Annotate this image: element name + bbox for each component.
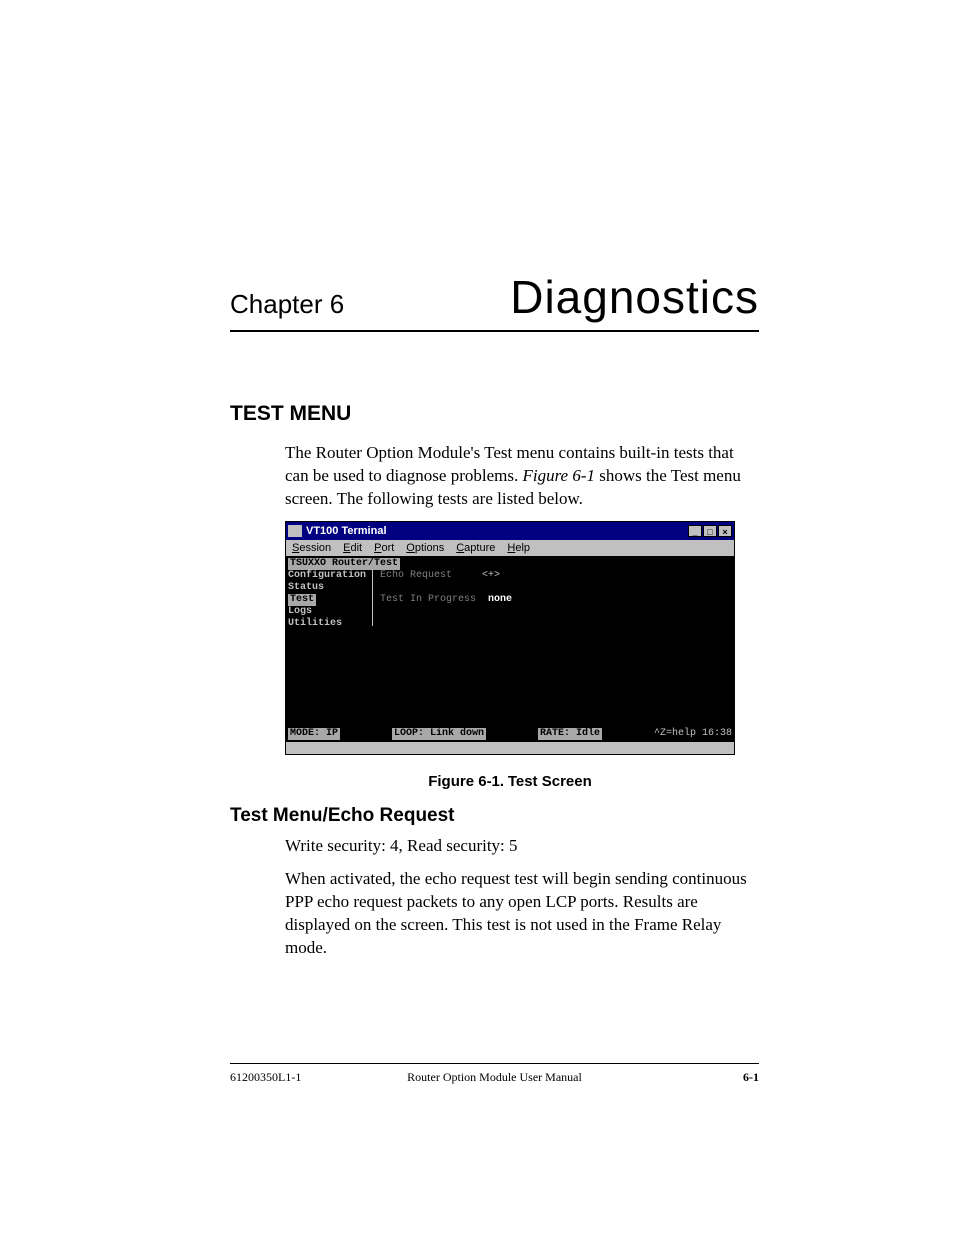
main-value-2: none — [488, 594, 512, 605]
footer-center: Router Option Module User Manual — [230, 1070, 759, 1085]
chapter-header: Chapter 6 Diagnostics — [230, 270, 759, 332]
menu-options[interactable]: Options — [406, 542, 444, 554]
minimize-button[interactable]: _ — [688, 525, 702, 537]
window-title: VT100 Terminal — [306, 525, 387, 537]
chapter-title: Diagnostics — [510, 270, 759, 324]
figure-label: Figure 6-1. — [428, 773, 504, 790]
figure-caption: Figure 6-1. Test Screen — [285, 773, 735, 791]
terminal-main: Echo Request <+> Test In Progress none — [380, 570, 512, 606]
terminal-menubar: Session Edit Port Options Capture Help — [286, 540, 734, 556]
status-mode: MODE: IP — [288, 728, 340, 740]
window-icon — [288, 525, 302, 537]
section1-paragraph: The Router Option Module's Test menu con… — [285, 442, 759, 511]
menu-edit[interactable]: Edit — [343, 542, 362, 554]
terminal-content: TSUXXO Router/Test Configuration Status … — [286, 556, 734, 742]
sidebar-item-configuration[interactable]: Configuration — [288, 570, 374, 582]
status-loop: LOOP: Link down — [392, 728, 486, 740]
chapter-label: Chapter 6 — [230, 289, 344, 320]
menu-capture[interactable]: Capture — [456, 542, 495, 554]
terminal-statusbar: MODE: IP LOOP: Link down RATE: Idle ^Z=h… — [288, 728, 732, 740]
menu-port[interactable]: Port — [374, 542, 394, 554]
menu-session[interactable]: Session — [292, 542, 331, 554]
sidebar-item-test[interactable]: Test — [288, 594, 316, 606]
page: Chapter 6 Diagnostics TEST MENU The Rout… — [0, 0, 954, 1235]
figure-title: Test Screen — [508, 773, 592, 790]
terminal-window: VT100 Terminal _ □ × Session Edit Port O… — [285, 521, 735, 755]
terminal-screenshot: VT100 Terminal _ □ × Session Edit Port O… — [285, 521, 735, 755]
page-footer: 61200350L1-1 Router Option Module User M… — [230, 1063, 759, 1085]
sidebar-item-logs[interactable]: Logs — [288, 606, 374, 618]
window-buttons: _ □ × — [688, 525, 732, 537]
terminal-titlebar: VT100 Terminal _ □ × — [286, 522, 734, 540]
main-label-2: Test In Progress — [380, 594, 476, 605]
security-line: Write security: 4, Read security: 5 — [285, 835, 759, 858]
sidebar-item-status[interactable]: Status — [288, 582, 374, 594]
main-value-0: <+> — [482, 570, 500, 581]
maximize-button[interactable]: □ — [703, 525, 717, 537]
menu-help[interactable]: Help — [507, 542, 530, 554]
sidebar-item-utilities[interactable]: Utilities — [288, 618, 374, 630]
status-rate: RATE: Idle — [538, 728, 602, 740]
main-label-0: Echo Request — [380, 570, 452, 581]
section-heading-echo-request: Test Menu/Echo Request — [230, 805, 759, 827]
terminal-sidebar: Configuration Status Test Logs Utilities — [288, 570, 374, 630]
figure-ref: Figure 6-1 — [522, 466, 595, 485]
close-button[interactable]: × — [718, 525, 732, 537]
status-help: ^Z=help 16:38 — [654, 728, 732, 740]
terminal-path: TSUXXO Router/Test — [288, 558, 400, 570]
terminal-bottombar — [286, 742, 734, 754]
section-heading-test-menu: TEST MENU — [230, 402, 759, 426]
echo-request-description: When activated, the echo request test wi… — [285, 868, 759, 960]
